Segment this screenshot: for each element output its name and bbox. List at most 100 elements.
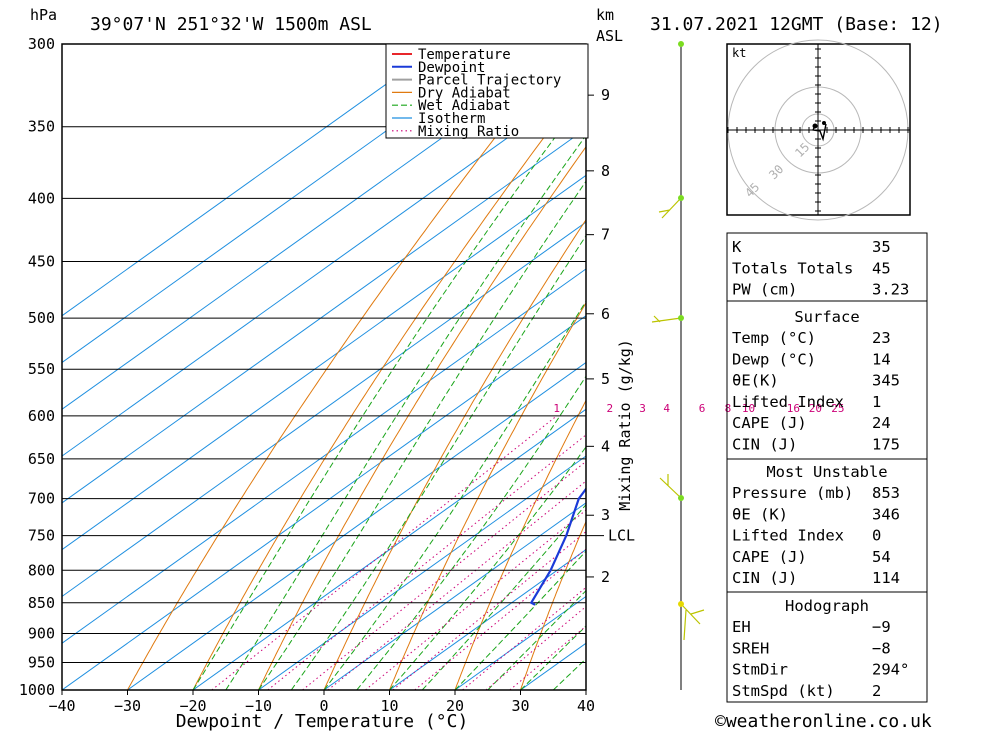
- most-unstable-row-value: 0: [872, 527, 881, 545]
- x-tick-label: −40: [48, 697, 75, 715]
- dry-adiabat-line: [257, 145, 586, 690]
- most-unstable-row-value: 54: [872, 548, 891, 566]
- x-tick-label: −10: [245, 697, 272, 715]
- index-row-label: Totals Totals: [732, 259, 853, 277]
- surface-row-value: 24: [872, 414, 891, 432]
- pressure-tick-label: 650: [28, 450, 55, 468]
- datetime-title: 31.07.2021 12GMT (Base: 12): [650, 14, 943, 35]
- copyright: ©weatheronline.co.uk: [715, 711, 932, 732]
- pressure-tick-label: 450: [28, 253, 55, 271]
- legend-label: Parcel Trajectory: [418, 73, 561, 89]
- surface-title: Surface: [794, 308, 859, 326]
- dry-adiabat-line: [126, 44, 570, 690]
- most-unstable-row-label: Pressure (mb): [732, 484, 853, 502]
- mixing-ratio-label: 2: [606, 402, 613, 415]
- pressure-tick-label: 1000: [19, 681, 55, 699]
- pressure-axis: 300 350 400 450 500 550 600 650 700 750 800 850 900 9…: [19, 35, 55, 699]
- temperature-axis: −40 −30 −20 −10 0 10 20 30 40: [48, 690, 595, 715]
- mixing-ratio-label: 20: [809, 402, 822, 415]
- dry-adiabat-line: [519, 520, 586, 690]
- hodograph-row-label: StmDir: [732, 661, 788, 679]
- km-tick-label: 6: [601, 305, 610, 323]
- x-tick-label: 20: [446, 697, 464, 715]
- mixing-ratio-label: 6: [699, 402, 706, 415]
- index-row-value: 45: [872, 259, 891, 277]
- isotherm-line: [389, 549, 586, 690]
- most-unstable-row-value: 346: [872, 505, 900, 523]
- mixing-ratio-line: [365, 509, 586, 690]
- mixing-ratio-label: 4: [663, 402, 670, 415]
- pressure-tick-label: 900: [28, 624, 55, 642]
- km-tick-label: 9: [601, 86, 610, 104]
- mixing-ratio-label: 25: [831, 402, 844, 415]
- hodograph-row-value: −8: [872, 639, 891, 657]
- wet-adiabat-line: [225, 134, 586, 690]
- hpa-label: hPa: [30, 6, 57, 24]
- asl-label: ASL: [596, 27, 623, 45]
- surface-row-label: Dewp (°C): [732, 350, 816, 368]
- plot-area: [62, 44, 586, 690]
- pressure-tick-label: 800: [28, 561, 55, 579]
- hodograph-row-label: StmSpd (kt): [732, 682, 835, 700]
- isotherm-line: [62, 44, 444, 317]
- most-unstable-title: Most Unstable: [766, 463, 887, 481]
- wet-adiabat-line: [421, 503, 586, 690]
- x-tick-label: −20: [179, 697, 206, 715]
- isotherm-line: [62, 174, 586, 551]
- wet-adiabat-line: [389, 446, 586, 690]
- surface-row-value: 1: [872, 393, 881, 411]
- dry-adiabat-line: [454, 399, 586, 690]
- mixing-ratio-label: 8: [725, 402, 732, 415]
- surface-row-value: 23: [872, 329, 891, 347]
- wind-profile: [651, 41, 705, 690]
- index-row-value: 3.23: [872, 281, 909, 299]
- mixing-ratio-label: 10: [742, 402, 755, 415]
- wind-dot-400: [678, 195, 684, 201]
- mixing-ratio-label: 3: [639, 402, 646, 415]
- legend-label: Mixing Ratio: [418, 124, 519, 140]
- index-row-label: PW (cm): [732, 281, 797, 299]
- pressure-tick-label: 350: [28, 118, 55, 136]
- most-unstable-row-label: CAPE (J): [732, 548, 807, 566]
- most-unstable-row-label: θE (K): [732, 505, 788, 523]
- dry-adiabat-lines: [126, 44, 586, 690]
- surface-row-value: 175: [872, 436, 900, 454]
- pressure-tick-label: 700: [28, 490, 55, 508]
- pressure-tick-label: 550: [28, 360, 55, 378]
- pressure-tick-label: 850: [28, 594, 55, 612]
- index-row-label: K: [732, 238, 742, 256]
- hodograph: kt 15 30 45: [726, 39, 911, 221]
- wet-adiabat-line: [258, 180, 586, 690]
- lcl-label: LCL: [608, 527, 635, 545]
- wet-adiabat-line: [290, 234, 586, 690]
- location-title: 39°07'N 251°32'W 1500m ASL: [90, 14, 372, 35]
- isotherm-line: [258, 455, 586, 690]
- dry-adiabat-line: [192, 80, 586, 690]
- wind-dot-850: [678, 601, 684, 607]
- hodograph-row-value: 2: [872, 682, 881, 700]
- mixing-ratio-axis-title: Mixing Ratio (g/kg): [616, 339, 634, 511]
- hodograph-row-value: −9: [872, 618, 891, 636]
- pressure-gridlines: [62, 44, 586, 690]
- wet-adiabat-line: [454, 550, 586, 690]
- pressure-tick-label: 750: [28, 527, 55, 545]
- hodograph-row-value: 294°: [872, 661, 909, 679]
- dry-adiabat-line: [323, 218, 586, 690]
- x-tick-label: 40: [577, 697, 595, 715]
- pressure-tick-label: 500: [28, 309, 55, 327]
- x-tick-label: −30: [114, 697, 141, 715]
- pressure-tick-label: 400: [28, 189, 55, 207]
- mixing-ratio-line: [267, 434, 586, 690]
- indices-table: [726, 232, 928, 703]
- sounding-series: [530, 487, 586, 606]
- x-tick-label: 30: [511, 697, 529, 715]
- mixing-ratio-label: 1: [553, 402, 560, 415]
- surface-row-label: CAPE (J): [732, 414, 807, 432]
- legend-label: Isotherm: [418, 111, 485, 127]
- mixing-ratio-line: [302, 460, 586, 690]
- isotherm-line: [62, 268, 586, 644]
- surface-row-label: CIN (J): [732, 436, 797, 454]
- wind-barb: [651, 197, 705, 641]
